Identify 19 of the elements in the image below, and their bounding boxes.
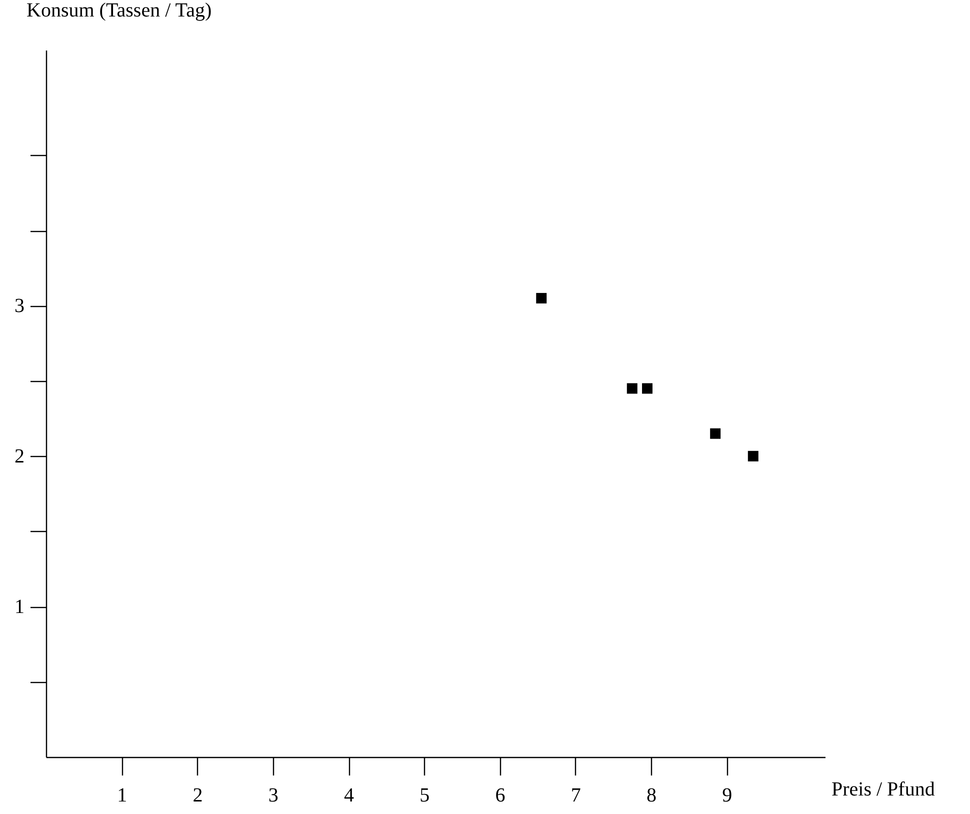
x-tick-label: 7	[570, 784, 581, 806]
x-tick-label: 9	[722, 784, 732, 806]
y-tick-label: 1	[14, 596, 24, 618]
x-axis-title: Preis / Pfund	[832, 778, 935, 800]
x-tick-label: 4	[344, 784, 354, 806]
x-tick-label: 8	[646, 784, 657, 806]
point	[748, 450, 758, 462]
y-tick-label: 3	[14, 295, 24, 318]
point	[626, 383, 638, 394]
x-tick-label: 2	[192, 784, 203, 806]
x-tick-label: 3	[268, 784, 278, 806]
point	[710, 428, 721, 439]
y-axis-title: Konsum (Tassen / Tag)	[26, 0, 212, 22]
point	[642, 383, 653, 394]
point	[536, 292, 547, 304]
y-tick-label: 2	[14, 446, 24, 468]
x-tick-label: 1	[117, 784, 128, 806]
x-tick-label: 5	[420, 784, 430, 806]
x-tick-label: 6	[495, 784, 506, 806]
